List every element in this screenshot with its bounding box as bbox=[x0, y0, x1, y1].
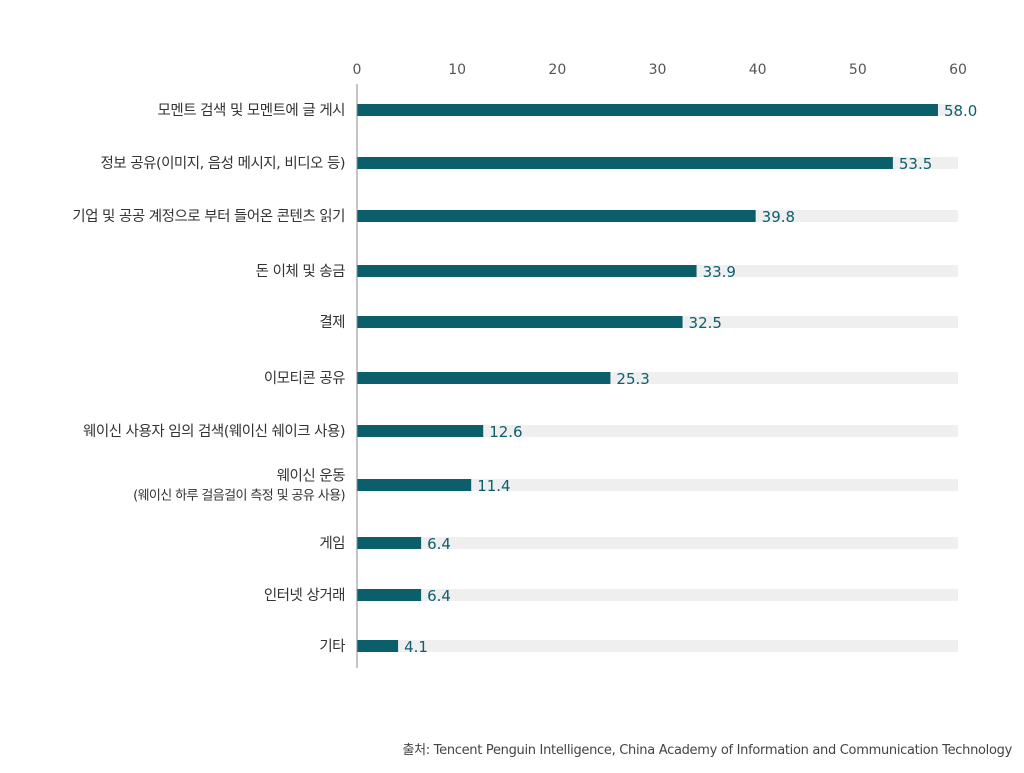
data-label: 39.8 bbox=[762, 208, 795, 226]
data-label: 25.3 bbox=[616, 370, 649, 388]
data-label: 53.5 bbox=[899, 155, 932, 173]
bar bbox=[357, 589, 422, 601]
category-label: 결제 bbox=[319, 314, 345, 331]
bar bbox=[357, 316, 683, 328]
category-label: 정보 공유(이미지, 음성 메시지, 비디오 등) bbox=[100, 155, 345, 172]
data-label: 6.4 bbox=[427, 587, 451, 605]
data-label: 33.9 bbox=[703, 263, 736, 281]
bar bbox=[357, 479, 472, 491]
x-tick-label: 30 bbox=[649, 62, 667, 78]
bar bbox=[357, 425, 484, 437]
x-tick-label: 20 bbox=[548, 62, 566, 78]
bar bbox=[357, 265, 697, 277]
bar-track bbox=[357, 479, 958, 491]
data-label: 11.4 bbox=[477, 477, 510, 495]
category-label: 돈 이체 및 송금 bbox=[256, 263, 346, 280]
bar-track bbox=[357, 640, 958, 652]
x-tick-label: 60 bbox=[949, 62, 967, 78]
x-tick-label: 50 bbox=[849, 62, 867, 78]
bar bbox=[357, 104, 938, 116]
data-label: 6.4 bbox=[427, 535, 451, 553]
x-tick-label: 10 bbox=[448, 62, 466, 78]
category-label: 기업 및 공공 계정으로 부터 들어온 콘텐츠 읽기 bbox=[72, 208, 345, 225]
data-label: 32.5 bbox=[689, 314, 722, 332]
category-label: 인터넷 상거래 bbox=[264, 587, 345, 604]
x-tick-label: 0 bbox=[353, 62, 362, 78]
category-label: 이모티콘 공유 bbox=[264, 370, 345, 387]
category-label: 기타 bbox=[319, 638, 345, 655]
category-label: 웨이신 사용자 임의 검색(웨이신 쉐이크 사용) bbox=[83, 423, 345, 440]
bar bbox=[357, 640, 399, 652]
category-label: 게임 bbox=[319, 535, 345, 552]
bar-track bbox=[357, 425, 958, 437]
data-label: 12.6 bbox=[489, 423, 522, 441]
data-label: 58.0 bbox=[944, 102, 977, 120]
category-label: 웨이신 운동 bbox=[277, 468, 345, 485]
source-note: 출처: Tencent Penguin Intelligence, China … bbox=[402, 743, 1012, 758]
bar-track bbox=[357, 537, 958, 549]
bar bbox=[357, 372, 611, 384]
data-label: 4.1 bbox=[404, 638, 428, 656]
bar bbox=[357, 210, 756, 222]
x-tick-label: 40 bbox=[749, 62, 767, 78]
bar bbox=[357, 537, 422, 549]
category-label: 모멘트 검색 및 모멘트에 글 게시 bbox=[158, 102, 345, 119]
bar bbox=[357, 157, 893, 169]
category-label: (웨이신 하루 걸음걸이 측정 및 공유 사용) bbox=[133, 489, 345, 504]
bar-track bbox=[357, 589, 958, 601]
